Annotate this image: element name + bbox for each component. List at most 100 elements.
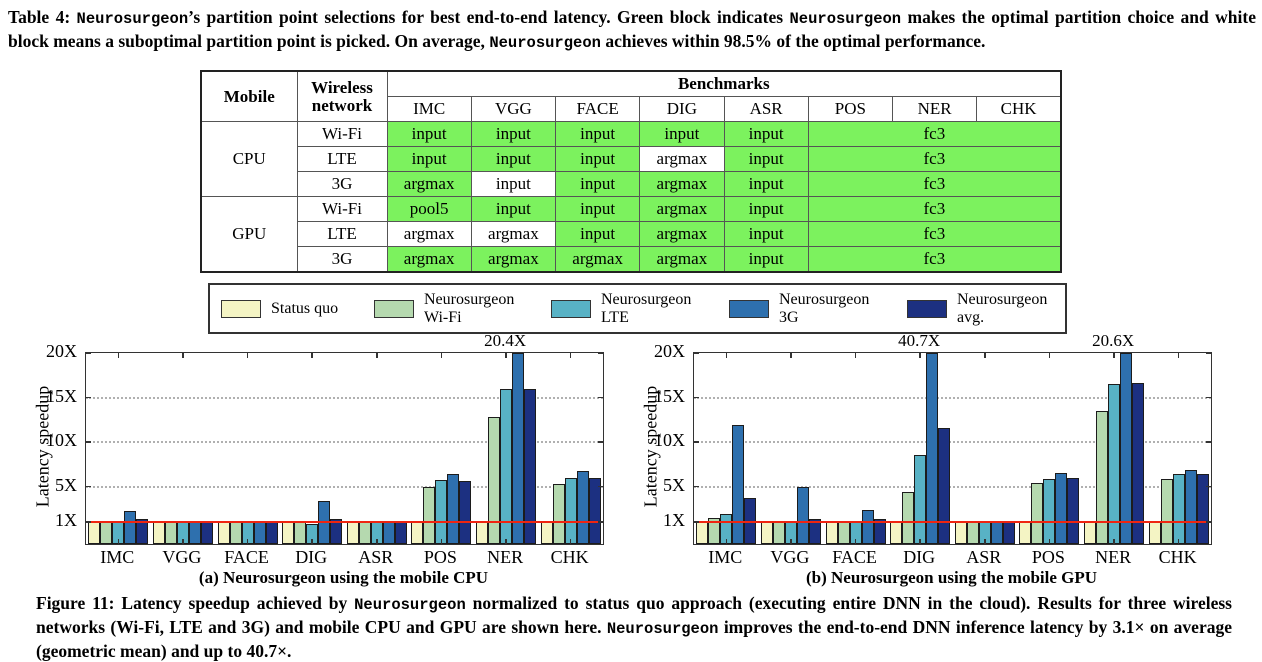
x-tick-label-vgg: VGG	[162, 547, 202, 567]
y-tick-label: 5X	[663, 474, 685, 495]
axis-tick	[117, 353, 120, 358]
bar-asr-s1	[966, 522, 979, 544]
partition-cell-optimal: argmax	[554, 246, 641, 273]
partition-cell-optimal: input	[386, 146, 472, 172]
legend-entry: Status quo	[221, 285, 338, 332]
plot-area	[85, 352, 604, 545]
axis-tick	[86, 353, 91, 354]
bar-chk-s0	[540, 522, 553, 544]
axis-tick	[598, 485, 603, 488]
axis-tick	[790, 539, 792, 544]
y-tick-label: 10X	[654, 430, 685, 450]
bar-asr-s0	[954, 522, 967, 544]
axis-tick	[246, 353, 249, 358]
partition-cell-optimal: input	[554, 121, 641, 147]
axis-tick	[86, 521, 91, 523]
axis-tick	[569, 353, 572, 358]
peak-value-annotation: 40.7X	[898, 331, 941, 350]
axis-tick	[694, 485, 699, 488]
y-tick-label: 1X	[663, 510, 685, 531]
bar-pos-s3	[447, 474, 460, 544]
bar-vgg-s1	[772, 522, 785, 544]
bar-imc-s1	[708, 517, 721, 544]
bar-chk-s3	[576, 470, 589, 544]
col-header-network: Wireless network	[296, 70, 388, 122]
axis-tick	[694, 521, 699, 523]
partition-cell-optimal: fc3	[807, 121, 1062, 147]
partition-cell-optimal: input	[723, 221, 809, 247]
benchmark-col-imc: IMC	[386, 96, 472, 122]
x-tick-label-dig: DIG	[903, 547, 936, 567]
bar-dig-s3	[926, 353, 939, 544]
table-row: GPU Wi-Fi pool5 input input argmax input fc3	[200, 196, 1062, 273]
y-axis-label: Latency speedup	[32, 385, 53, 507]
gridline	[86, 396, 603, 399]
caption-text: ’s partition point selections for best e…	[188, 7, 790, 27]
partition-cell-optimal: input	[470, 121, 557, 147]
bar-imc-s4	[136, 518, 149, 544]
partition-cell-optimal: input	[470, 146, 557, 172]
partition-cell-optimal: input	[554, 146, 641, 172]
axis-tick	[86, 485, 91, 488]
caption-text: Table 4:	[8, 7, 77, 27]
partition-cell-optimal: argmax	[639, 246, 725, 273]
neurosurgeon-name: Neurosurgeon	[489, 33, 601, 52]
axis-tick	[854, 353, 857, 358]
bar-pos-s1	[423, 486, 436, 544]
partition-cell-optimal: input	[386, 121, 472, 147]
bar-vgg-s3	[188, 522, 201, 544]
bar-pos-s3	[1055, 473, 1068, 544]
axis-tick	[984, 539, 986, 544]
benchmark-col-chk: CHK	[976, 96, 1062, 122]
partition-cell-optimal: input	[554, 196, 641, 222]
bar-pos-s4	[459, 481, 472, 544]
legend-entry: Neurosurgeon LTE	[551, 285, 691, 332]
gridline	[86, 441, 603, 444]
legend-swatch-icon	[221, 299, 261, 318]
axis-tick	[86, 396, 91, 399]
baseline-1x-line	[86, 521, 603, 524]
partition-cell-optimal: input	[639, 121, 725, 147]
axis-tick	[1048, 539, 1051, 544]
bar-pos-s0	[411, 522, 424, 544]
bar-imc-s0	[696, 522, 709, 544]
neurosurgeon-name: Neurosurgeon	[789, 10, 902, 28]
bar-pos-s1	[1031, 483, 1044, 544]
bar-dig-s0	[890, 522, 903, 544]
bar-dig-s4	[938, 427, 951, 544]
x-tick-label-ner: NER	[1095, 547, 1132, 567]
x-tick-label-pos: POS	[423, 547, 457, 567]
axis-tick	[1113, 353, 1115, 358]
plot-area	[693, 352, 1212, 545]
bar-chk-s2	[1172, 474, 1185, 544]
axis-tick	[694, 353, 699, 354]
network-cell: 3G	[296, 246, 388, 273]
benchmark-col-pos: POS	[807, 96, 894, 122]
y-tick-label: 10X	[46, 430, 77, 450]
col-header-mobile: Mobile	[200, 70, 298, 122]
partition-cell-optimal: pool5	[386, 196, 472, 222]
bar-ner-s3	[1120, 353, 1133, 544]
bar-pos-s0	[1019, 522, 1032, 544]
bar-vgg-s4	[808, 518, 821, 544]
subplot-caption: (a) Neurosurgeon using the mobile CPU	[198, 568, 489, 587]
table-row: LTE input input input argmax input fc3	[201, 146, 1062, 172]
bar-chk-s2	[564, 477, 577, 544]
partition-cell-optimal: input	[470, 196, 557, 222]
x-tick-label-vgg: VGG	[770, 547, 810, 567]
axis-tick	[790, 353, 792, 358]
x-tick-label-pos: POS	[1031, 547, 1065, 567]
bar-chk-s3	[1184, 469, 1197, 544]
legend-swatch-icon	[907, 299, 947, 318]
caption-text: normalized to status quo approach (execu…	[36, 593, 1232, 637]
bar-asr-s0	[346, 522, 359, 544]
y-tick-label: 20X	[654, 341, 685, 361]
bar-ner-s2	[1108, 384, 1121, 544]
axis-tick	[376, 353, 378, 358]
bar-ner-s1	[488, 417, 501, 544]
partition-cell-optimal: argmax	[639, 171, 725, 197]
x-tick-label-chk: CHK	[550, 547, 589, 567]
neurosurgeon-name: Neurosurgeon	[606, 619, 719, 638]
partition-cell-optimal: input	[723, 146, 809, 172]
